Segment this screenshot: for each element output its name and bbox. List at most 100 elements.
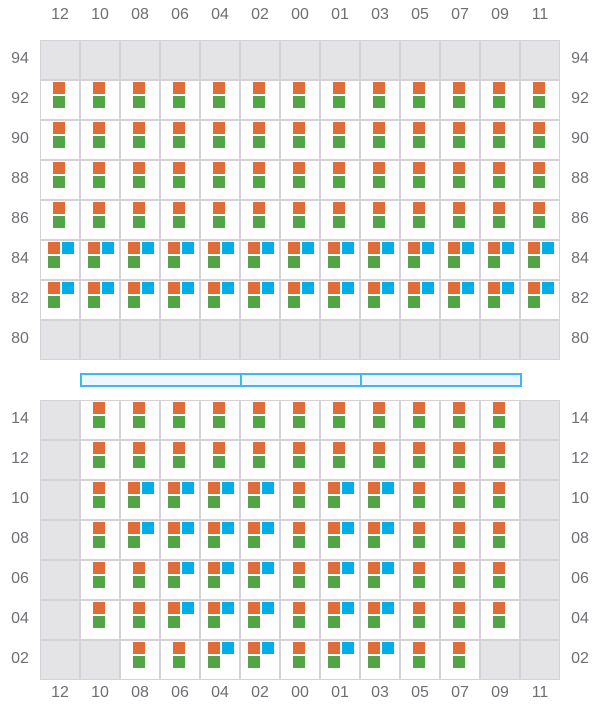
- seat-cell[interactable]: [200, 40, 240, 80]
- seat-cell[interactable]: [280, 560, 320, 600]
- seat-cell[interactable]: [520, 400, 560, 440]
- seat-cell[interactable]: [400, 240, 440, 280]
- seat-cell[interactable]: [40, 160, 80, 200]
- seat-cell[interactable]: [200, 200, 240, 240]
- seat-cell[interactable]: [280, 120, 320, 160]
- seat-cell[interactable]: [280, 600, 320, 640]
- seat-cell[interactable]: [400, 80, 440, 120]
- seat-cell[interactable]: [240, 480, 280, 520]
- seat-cell[interactable]: [80, 560, 120, 600]
- seat-cell[interactable]: [160, 40, 200, 80]
- seat-cell[interactable]: [160, 280, 200, 320]
- seat-cell[interactable]: [200, 480, 240, 520]
- seat-cell[interactable]: [440, 480, 480, 520]
- seat-cell[interactable]: [360, 160, 400, 200]
- seat-cell[interactable]: [240, 600, 280, 640]
- divider-segment[interactable]: [80, 373, 242, 387]
- seat-cell[interactable]: [160, 120, 200, 160]
- seat-cell[interactable]: [400, 560, 440, 600]
- seat-cell[interactable]: [200, 80, 240, 120]
- seat-cell[interactable]: [200, 560, 240, 600]
- seat-cell[interactable]: [120, 320, 160, 360]
- seat-cell[interactable]: [320, 320, 360, 360]
- seat-cell[interactable]: [360, 120, 400, 160]
- seat-cell[interactable]: [120, 280, 160, 320]
- seat-cell[interactable]: [240, 80, 280, 120]
- seat-cell[interactable]: [320, 520, 360, 560]
- seat-cell[interactable]: [320, 400, 360, 440]
- seat-cell[interactable]: [80, 640, 120, 680]
- seat-cell[interactable]: [80, 40, 120, 80]
- seat-cell[interactable]: [40, 600, 80, 640]
- seat-cell[interactable]: [120, 640, 160, 680]
- seat-cell[interactable]: [320, 80, 360, 120]
- seat-cell[interactable]: [280, 640, 320, 680]
- seat-cell[interactable]: [520, 480, 560, 520]
- seat-cell[interactable]: [80, 80, 120, 120]
- seat-cell[interactable]: [160, 440, 200, 480]
- seat-cell[interactable]: [120, 560, 160, 600]
- seat-cell[interactable]: [40, 280, 80, 320]
- seat-cell[interactable]: [400, 160, 440, 200]
- seat-cell[interactable]: [120, 600, 160, 640]
- seat-cell[interactable]: [280, 200, 320, 240]
- seat-cell[interactable]: [480, 80, 520, 120]
- seat-cell[interactable]: [520, 280, 560, 320]
- seat-cell[interactable]: [160, 480, 200, 520]
- seat-cell[interactable]: [360, 560, 400, 600]
- seat-cell[interactable]: [400, 640, 440, 680]
- seat-cell[interactable]: [480, 600, 520, 640]
- seat-cell[interactable]: [160, 400, 200, 440]
- seat-cell[interactable]: [120, 160, 160, 200]
- seat-cell[interactable]: [160, 520, 200, 560]
- seat-cell[interactable]: [360, 640, 400, 680]
- seat-cell[interactable]: [320, 480, 360, 520]
- seat-cell[interactable]: [40, 640, 80, 680]
- seat-cell[interactable]: [120, 80, 160, 120]
- seat-cell[interactable]: [480, 560, 520, 600]
- seat-cell[interactable]: [360, 240, 400, 280]
- seat-cell[interactable]: [240, 560, 280, 600]
- seat-cell[interactable]: [120, 240, 160, 280]
- seat-cell[interactable]: [200, 640, 240, 680]
- seat-cell[interactable]: [480, 400, 520, 440]
- seat-cell[interactable]: [480, 120, 520, 160]
- seat-cell[interactable]: [480, 640, 520, 680]
- divider-segment[interactable]: [240, 373, 362, 387]
- seat-cell[interactable]: [520, 200, 560, 240]
- seat-cell[interactable]: [440, 640, 480, 680]
- seat-cell[interactable]: [200, 120, 240, 160]
- seat-cell[interactable]: [200, 240, 240, 280]
- seat-cell[interactable]: [520, 440, 560, 480]
- seat-cell[interactable]: [240, 280, 280, 320]
- seat-cell[interactable]: [40, 480, 80, 520]
- seat-cell[interactable]: [440, 600, 480, 640]
- seat-cell[interactable]: [280, 320, 320, 360]
- seat-cell[interactable]: [480, 520, 520, 560]
- seat-cell[interactable]: [280, 520, 320, 560]
- seat-cell[interactable]: [520, 120, 560, 160]
- seat-cell[interactable]: [120, 480, 160, 520]
- seat-cell[interactable]: [520, 160, 560, 200]
- seat-cell[interactable]: [40, 40, 80, 80]
- seat-cell[interactable]: [160, 200, 200, 240]
- seat-cell[interactable]: [200, 160, 240, 200]
- seat-cell[interactable]: [440, 240, 480, 280]
- seat-cell[interactable]: [440, 80, 480, 120]
- seat-cell[interactable]: [320, 440, 360, 480]
- seat-cell[interactable]: [160, 240, 200, 280]
- seat-cell[interactable]: [400, 600, 440, 640]
- seat-cell[interactable]: [360, 600, 400, 640]
- seat-cell[interactable]: [480, 40, 520, 80]
- seat-cell[interactable]: [120, 200, 160, 240]
- seat-cell[interactable]: [360, 40, 400, 80]
- seat-cell[interactable]: [320, 640, 360, 680]
- seat-cell[interactable]: [400, 520, 440, 560]
- seat-cell[interactable]: [160, 640, 200, 680]
- seat-cell[interactable]: [320, 160, 360, 200]
- seat-cell[interactable]: [440, 320, 480, 360]
- seat-cell[interactable]: [440, 280, 480, 320]
- seat-cell[interactable]: [80, 600, 120, 640]
- seat-cell[interactable]: [320, 40, 360, 80]
- seat-cell[interactable]: [440, 200, 480, 240]
